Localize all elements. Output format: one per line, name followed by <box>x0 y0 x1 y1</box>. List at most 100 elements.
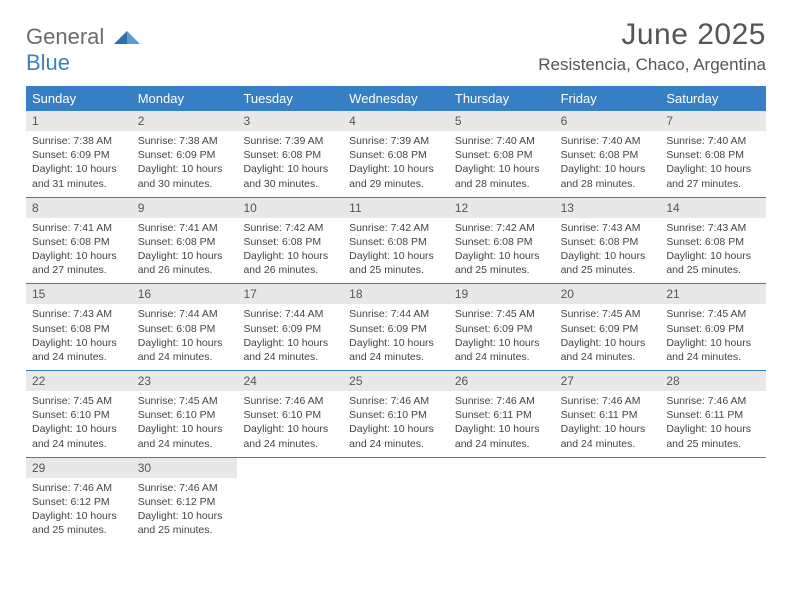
day-details: Sunrise: 7:46 AMSunset: 6:11 PMDaylight:… <box>660 391 766 457</box>
day-details: Sunrise: 7:43 AMSunset: 6:08 PMDaylight:… <box>660 218 766 284</box>
sunrise-line: Sunrise: 7:46 AM <box>561 394 655 408</box>
day-number: 17 <box>237 284 343 304</box>
daylight-line: Daylight: 10 hours and 24 minutes. <box>138 422 232 450</box>
sunrise-line: Sunrise: 7:45 AM <box>138 394 232 408</box>
daylight-line: Daylight: 10 hours and 29 minutes. <box>349 162 443 190</box>
day-details <box>237 464 343 473</box>
day-number: 24 <box>237 371 343 391</box>
sunset-line: Sunset: 6:08 PM <box>32 235 126 249</box>
day-details: Sunrise: 7:42 AMSunset: 6:08 PMDaylight:… <box>449 218 555 284</box>
sunset-line: Sunset: 6:10 PM <box>138 408 232 422</box>
calendar-cell: 14Sunrise: 7:43 AMSunset: 6:08 PMDayligh… <box>660 198 766 284</box>
daylight-line: Daylight: 10 hours and 26 minutes. <box>243 249 337 277</box>
day-details: Sunrise: 7:46 AMSunset: 6:11 PMDaylight:… <box>555 391 661 457</box>
calendar-cell <box>449 458 555 544</box>
day-details: Sunrise: 7:40 AMSunset: 6:08 PMDaylight:… <box>555 131 661 197</box>
sunset-line: Sunset: 6:08 PM <box>561 148 655 162</box>
sunset-line: Sunset: 6:08 PM <box>666 148 760 162</box>
day-number: 26 <box>449 371 555 391</box>
sunset-line: Sunset: 6:11 PM <box>666 408 760 422</box>
daylight-line: Daylight: 10 hours and 24 minutes. <box>349 336 443 364</box>
day-number: 2 <box>132 111 238 131</box>
brand-logo: General Blue <box>26 18 140 76</box>
sunrise-line: Sunrise: 7:43 AM <box>561 221 655 235</box>
calendar-cell: 5Sunrise: 7:40 AMSunset: 6:08 PMDaylight… <box>449 111 555 197</box>
sunset-line: Sunset: 6:08 PM <box>561 235 655 249</box>
daylight-line: Daylight: 10 hours and 24 minutes. <box>666 336 760 364</box>
day-header-wed: Wednesday <box>343 86 449 111</box>
calendar-cell: 4Sunrise: 7:39 AMSunset: 6:08 PMDaylight… <box>343 111 449 197</box>
day-number: 22 <box>26 371 132 391</box>
day-details: Sunrise: 7:42 AMSunset: 6:08 PMDaylight:… <box>343 218 449 284</box>
day-header-mon: Monday <box>132 86 238 111</box>
day-number: 12 <box>449 198 555 218</box>
daylight-line: Daylight: 10 hours and 24 minutes. <box>243 336 337 364</box>
day-details: Sunrise: 7:46 AMSunset: 6:10 PMDaylight:… <box>237 391 343 457</box>
daylight-line: Daylight: 10 hours and 24 minutes. <box>349 422 443 450</box>
daylight-line: Daylight: 10 hours and 25 minutes. <box>455 249 549 277</box>
calendar-cell: 15Sunrise: 7:43 AMSunset: 6:08 PMDayligh… <box>26 284 132 370</box>
calendar-cell: 21Sunrise: 7:45 AMSunset: 6:09 PMDayligh… <box>660 284 766 370</box>
day-number: 7 <box>660 111 766 131</box>
day-details <box>343 464 449 473</box>
sunrise-line: Sunrise: 7:40 AM <box>455 134 549 148</box>
day-details: Sunrise: 7:44 AMSunset: 6:08 PMDaylight:… <box>132 304 238 370</box>
sunset-line: Sunset: 6:08 PM <box>138 322 232 336</box>
daylight-line: Daylight: 10 hours and 24 minutes. <box>243 422 337 450</box>
calendar-cell: 17Sunrise: 7:44 AMSunset: 6:09 PMDayligh… <box>237 284 343 370</box>
sunrise-line: Sunrise: 7:44 AM <box>349 307 443 321</box>
day-number: 18 <box>343 284 449 304</box>
sunrise-line: Sunrise: 7:46 AM <box>349 394 443 408</box>
day-number: 11 <box>343 198 449 218</box>
calendar-cell: 22Sunrise: 7:45 AMSunset: 6:10 PMDayligh… <box>26 371 132 457</box>
day-number: 5 <box>449 111 555 131</box>
day-number: 23 <box>132 371 238 391</box>
calendar-cell: 29Sunrise: 7:46 AMSunset: 6:12 PMDayligh… <box>26 458 132 544</box>
calendar-cell <box>343 458 449 544</box>
day-details: Sunrise: 7:44 AMSunset: 6:09 PMDaylight:… <box>237 304 343 370</box>
day-details: Sunrise: 7:45 AMSunset: 6:10 PMDaylight:… <box>132 391 238 457</box>
calendar-cell <box>237 458 343 544</box>
day-details: Sunrise: 7:39 AMSunset: 6:08 PMDaylight:… <box>237 131 343 197</box>
day-details: Sunrise: 7:38 AMSunset: 6:09 PMDaylight:… <box>132 131 238 197</box>
daylight-line: Daylight: 10 hours and 26 minutes. <box>138 249 232 277</box>
day-details: Sunrise: 7:45 AMSunset: 6:09 PMDaylight:… <box>555 304 661 370</box>
page-header: General Blue June 2025 Resistencia, Chac… <box>26 18 766 76</box>
calendar-cell: 30Sunrise: 7:46 AMSunset: 6:12 PMDayligh… <box>132 458 238 544</box>
day-number: 30 <box>132 458 238 478</box>
day-number: 9 <box>132 198 238 218</box>
day-number: 27 <box>555 371 661 391</box>
daylight-line: Daylight: 10 hours and 25 minutes. <box>32 509 126 537</box>
sunrise-line: Sunrise: 7:38 AM <box>138 134 232 148</box>
sunrise-line: Sunrise: 7:44 AM <box>243 307 337 321</box>
day-number: 10 <box>237 198 343 218</box>
brand-general: General <box>26 24 104 49</box>
calendar-cell: 19Sunrise: 7:45 AMSunset: 6:09 PMDayligh… <box>449 284 555 370</box>
sunrise-line: Sunrise: 7:41 AM <box>32 221 126 235</box>
sunrise-line: Sunrise: 7:43 AM <box>666 221 760 235</box>
sunset-line: Sunset: 6:09 PM <box>243 322 337 336</box>
calendar-cell: 7Sunrise: 7:40 AMSunset: 6:08 PMDaylight… <box>660 111 766 197</box>
sunrise-line: Sunrise: 7:41 AM <box>138 221 232 235</box>
sunrise-line: Sunrise: 7:45 AM <box>32 394 126 408</box>
calendar-cell: 10Sunrise: 7:42 AMSunset: 6:08 PMDayligh… <box>237 198 343 284</box>
sunrise-line: Sunrise: 7:46 AM <box>138 481 232 495</box>
calendar-cell: 28Sunrise: 7:46 AMSunset: 6:11 PMDayligh… <box>660 371 766 457</box>
calendar-cell: 20Sunrise: 7:45 AMSunset: 6:09 PMDayligh… <box>555 284 661 370</box>
calendar-cell: 13Sunrise: 7:43 AMSunset: 6:08 PMDayligh… <box>555 198 661 284</box>
week-row: 15Sunrise: 7:43 AMSunset: 6:08 PMDayligh… <box>26 283 766 370</box>
calendar: Sunday Monday Tuesday Wednesday Thursday… <box>26 86 766 543</box>
day-number: 4 <box>343 111 449 131</box>
calendar-cell: 18Sunrise: 7:44 AMSunset: 6:09 PMDayligh… <box>343 284 449 370</box>
day-details: Sunrise: 7:42 AMSunset: 6:08 PMDaylight:… <box>237 218 343 284</box>
sunrise-line: Sunrise: 7:46 AM <box>32 481 126 495</box>
sunset-line: Sunset: 6:09 PM <box>349 322 443 336</box>
daylight-line: Daylight: 10 hours and 24 minutes. <box>561 422 655 450</box>
day-details: Sunrise: 7:44 AMSunset: 6:09 PMDaylight:… <box>343 304 449 370</box>
sunset-line: Sunset: 6:08 PM <box>243 235 337 249</box>
day-details: Sunrise: 7:43 AMSunset: 6:08 PMDaylight:… <box>555 218 661 284</box>
day-number: 6 <box>555 111 661 131</box>
location-subtitle: Resistencia, Chaco, Argentina <box>538 55 766 75</box>
day-details: Sunrise: 7:46 AMSunset: 6:10 PMDaylight:… <box>343 391 449 457</box>
daylight-line: Daylight: 10 hours and 25 minutes. <box>349 249 443 277</box>
